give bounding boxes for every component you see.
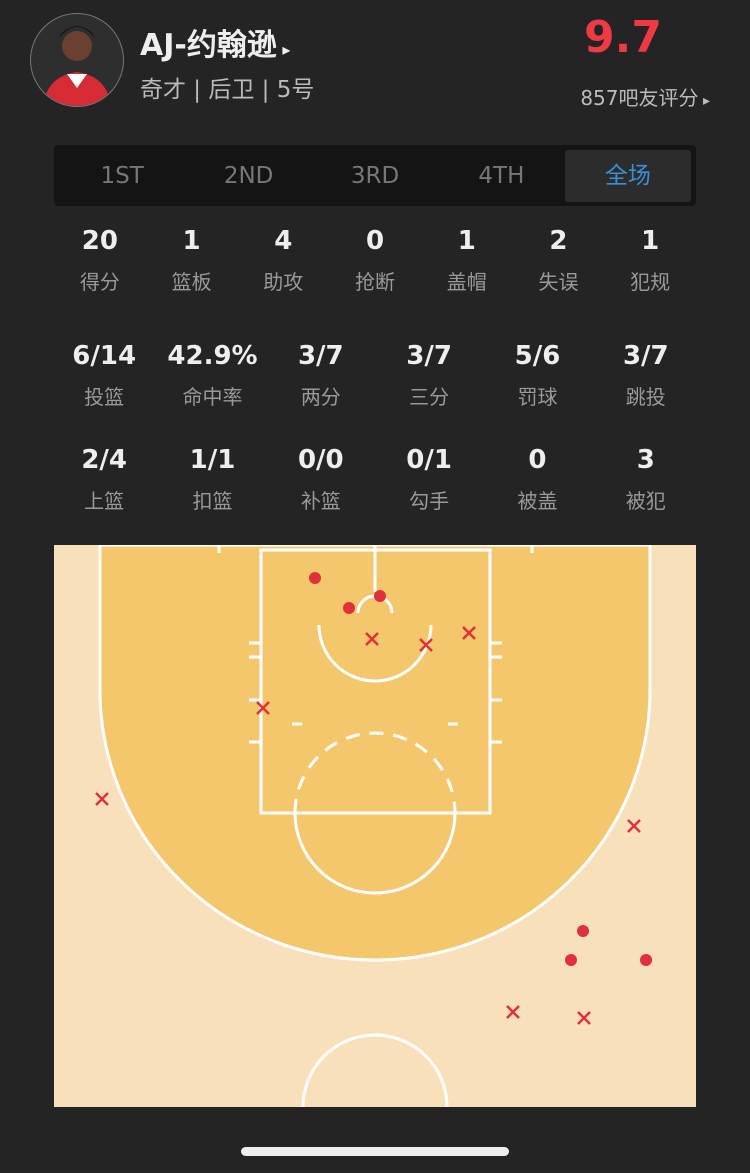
stat-value: 42.9% xyxy=(167,341,258,371)
stat-stats_row1-4: 1 盖帽 xyxy=(421,226,513,295)
stat-value: 0 xyxy=(365,226,385,256)
stat-stats_row2-5: 3/7 跳投 xyxy=(592,341,700,410)
missed-shot-marker xyxy=(365,632,379,646)
stat-stats_row1-5: 2 失误 xyxy=(513,226,605,295)
stat-label: 跳投 xyxy=(625,385,666,409)
home-indicator[interactable] xyxy=(241,1147,509,1156)
stat-stats_row3-5: 3 被犯 xyxy=(592,445,700,514)
tab-3rd[interactable]: 3RD xyxy=(350,162,400,189)
missed-shot-marker xyxy=(256,701,270,715)
stat-label: 被盖 xyxy=(517,489,558,513)
stat-stats_row3-2: 0/0 补篮 xyxy=(267,445,375,514)
stat-stats_row1-1: 1 篮板 xyxy=(146,226,238,295)
stats-row-shooting: 6/14 投篮 42.9% 命中率 3/7 两分 3/7 三分 5/6 罚球 3/7 跳投 xyxy=(50,341,700,410)
player-score: 9.7 xyxy=(584,12,662,63)
stat-label: 补篮 xyxy=(300,489,341,513)
missed-shot-marker xyxy=(577,1011,591,1025)
stat-label: 犯规 xyxy=(630,270,671,294)
missed-shot-marker xyxy=(95,792,109,806)
stat-label: 失误 xyxy=(538,270,579,294)
stat-stats_row1-6: 1 犯规 xyxy=(604,226,696,295)
shot-chart-court xyxy=(54,545,696,1107)
stat-label: 篮板 xyxy=(171,270,212,294)
missed-shot-marker xyxy=(506,1005,520,1019)
stat-label: 被犯 xyxy=(625,489,666,513)
stat-label: 上篮 xyxy=(84,489,125,513)
stat-stats_row1-0: 20 得分 xyxy=(54,226,146,295)
stat-value: 6/14 xyxy=(72,341,137,371)
stat-stats_row3-0: 2/4 上篮 xyxy=(50,445,158,514)
stat-stats_row2-3: 3/7 三分 xyxy=(375,341,483,410)
arrow-right-icon: ▸ xyxy=(698,93,710,109)
made-shot-marker xyxy=(640,954,652,966)
arrow-right-icon: ▸ xyxy=(276,40,291,59)
tab-2nd[interactable]: 2ND xyxy=(223,162,274,189)
missed-shot-marker xyxy=(627,819,641,833)
stat-value: 1 xyxy=(641,226,660,256)
stat-value: 3 xyxy=(636,445,655,475)
stat-label: 命中率 xyxy=(182,385,243,409)
stat-value: 0/1 xyxy=(406,445,452,475)
stat-stats_row3-3: 0/1 勾手 xyxy=(375,445,483,514)
stats-row-shot-types: 2/4 上篮 1/1 扣篮 0/0 补篮 0/1 勾手 0 被盖 3 被犯 xyxy=(50,445,700,514)
tab-full-game[interactable]: 全场 xyxy=(564,149,692,202)
stat-value: 2 xyxy=(549,226,568,256)
made-shot-marker xyxy=(565,954,577,966)
tab-1st[interactable]: 1ST xyxy=(100,162,144,189)
stat-stats_row2-4: 5/6 罚球 xyxy=(483,341,591,410)
rating-link[interactable]: 857吧友评分 ▸ xyxy=(580,86,710,110)
stat-label: 两分 xyxy=(300,385,341,409)
made-shot-marker xyxy=(343,602,355,614)
stat-value: 3/7 xyxy=(622,341,669,371)
missed-shot-marker xyxy=(419,638,433,652)
player-photo-icon xyxy=(43,26,111,106)
stat-label: 罚球 xyxy=(517,385,558,409)
stat-label: 抢断 xyxy=(355,270,396,294)
stat-stats_row2-0: 6/14 投篮 xyxy=(50,341,158,410)
stat-value: 20 xyxy=(81,226,118,256)
stats-row-basic: 20 得分 1 篮板 4 助攻 0 抢断 1 盖帽 2 失误 1 犯规 xyxy=(54,226,696,295)
stat-value: 0 xyxy=(528,445,547,475)
player-info: 奇才 | 后卫 | 5号 xyxy=(140,77,315,103)
stat-label: 得分 xyxy=(79,270,120,294)
stat-stats_row3-4: 0 被盖 xyxy=(483,445,591,514)
stat-value: 1/1 xyxy=(189,445,236,475)
period-tabs: 1ST 2ND 3RD 4TH 全场 xyxy=(54,145,696,206)
stat-value: 4 xyxy=(274,226,293,256)
made-shot-marker xyxy=(577,925,589,937)
player-name[interactable]: AJ-约翰逊 ▸ xyxy=(140,28,291,63)
stat-value: 5/6 xyxy=(514,341,561,371)
player-avatar[interactable] xyxy=(30,13,124,107)
tab-4th[interactable]: 4TH xyxy=(478,162,525,189)
stat-value: 1 xyxy=(457,226,476,256)
stat-label: 投篮 xyxy=(84,385,125,409)
made-shot-marker xyxy=(374,590,386,602)
stat-value: 0/0 xyxy=(297,445,344,475)
stat-value: 1 xyxy=(182,226,201,256)
stat-value: 3/7 xyxy=(406,341,452,371)
stat-label: 三分 xyxy=(409,385,450,409)
stat-stats_row2-1: 42.9% 命中率 xyxy=(158,341,266,410)
missed-shot-marker xyxy=(462,626,476,640)
stat-value: 3/7 xyxy=(297,341,344,371)
stat-label: 勾手 xyxy=(409,489,450,513)
stat-stats_row2-2: 3/7 两分 xyxy=(267,341,375,410)
stat-label: 盖帽 xyxy=(446,270,487,294)
stat-value: 2/4 xyxy=(81,445,127,475)
stat-stats_row1-3: 0 抢断 xyxy=(329,226,421,295)
stat-stats_row1-2: 4 助攻 xyxy=(237,226,329,295)
stat-label: 扣篮 xyxy=(192,489,233,513)
made-shot-marker xyxy=(309,572,321,584)
stat-label: 助攻 xyxy=(263,270,304,294)
stat-stats_row3-1: 1/1 扣篮 xyxy=(158,445,266,514)
